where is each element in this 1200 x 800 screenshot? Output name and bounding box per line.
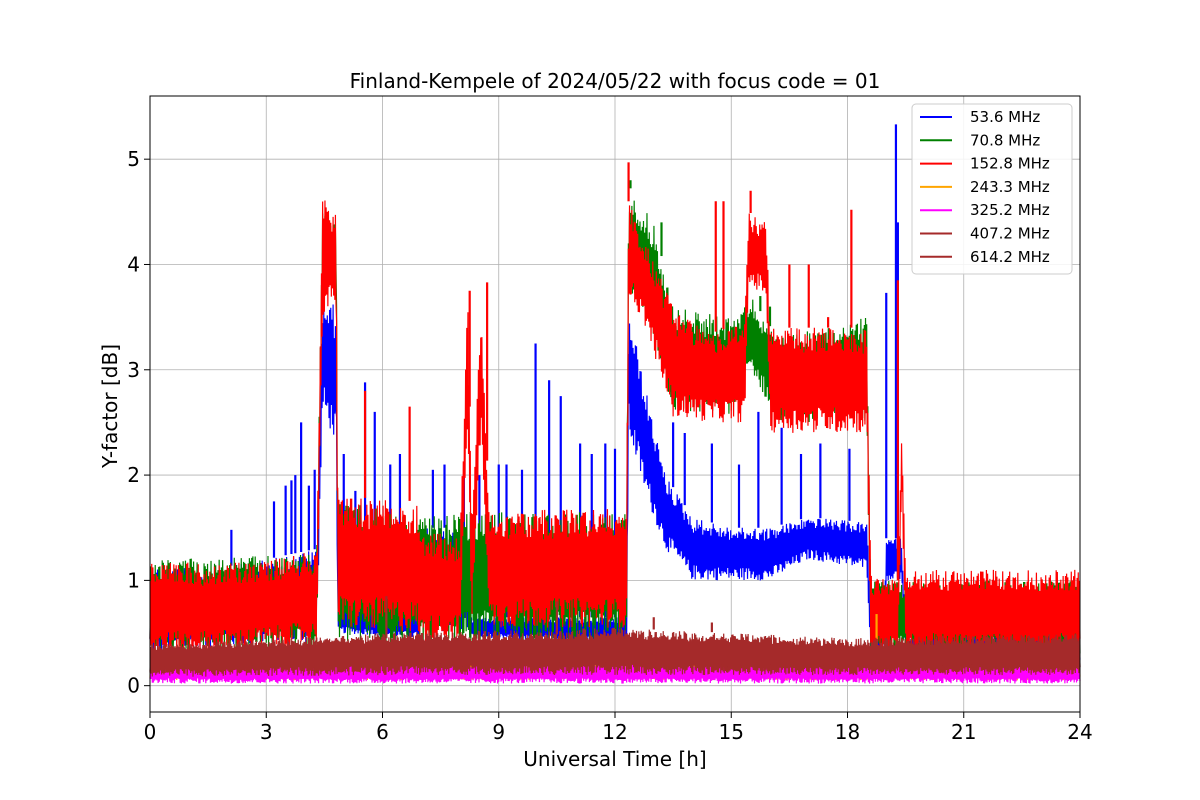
x-tick-label: 18: [835, 720, 860, 744]
legend-label: 614.2 MHz: [970, 248, 1050, 266]
legend-label: 152.8 MHz: [970, 155, 1050, 173]
x-tick-label: 6: [376, 720, 389, 744]
x-tick-label: 9: [492, 720, 505, 744]
y-tick-label: 3: [127, 358, 140, 382]
plot-series: [149, 124, 1081, 684]
legend-label: 325.2 MHz: [970, 201, 1050, 219]
chart-title: Finland-Kempele of 2024/05/22 with focus…: [350, 69, 881, 93]
x-tick-label: 24: [1067, 720, 1092, 744]
y-tick-label: 5: [127, 147, 140, 171]
legend-label: 70.8 MHz: [970, 131, 1040, 149]
legend-label: 53.6 MHz: [970, 108, 1040, 126]
series-152-8-mhz: [149, 162, 1081, 655]
legend-label: 243.3 MHz: [970, 178, 1050, 196]
legend-label: 407.2 MHz: [970, 225, 1050, 243]
x-tick-label: 12: [602, 720, 627, 744]
y-tick-label: 1: [127, 568, 140, 592]
series-line: [149, 627, 1081, 674]
series-614-2-mhz: [149, 617, 1081, 674]
y-axis-label: Y-factor [dB]: [98, 344, 122, 469]
y-tick-label: 4: [127, 252, 140, 276]
x-axis-label: Universal Time [h]: [523, 747, 706, 771]
x-tick-label: 21: [951, 720, 976, 744]
y-tick-label: 0: [127, 674, 140, 698]
x-tick-label: 3: [260, 720, 273, 744]
x-tick-label: 0: [144, 720, 157, 744]
series-line: [149, 200, 1081, 655]
legend: 53.6 MHz 70.8 MHz 152.8 MHz 243.3 MHz 325.2…: [911, 103, 1073, 275]
x-tick-label: 15: [719, 720, 744, 744]
legend-box: [911, 103, 1073, 275]
y-tick-label: 2: [127, 463, 140, 487]
